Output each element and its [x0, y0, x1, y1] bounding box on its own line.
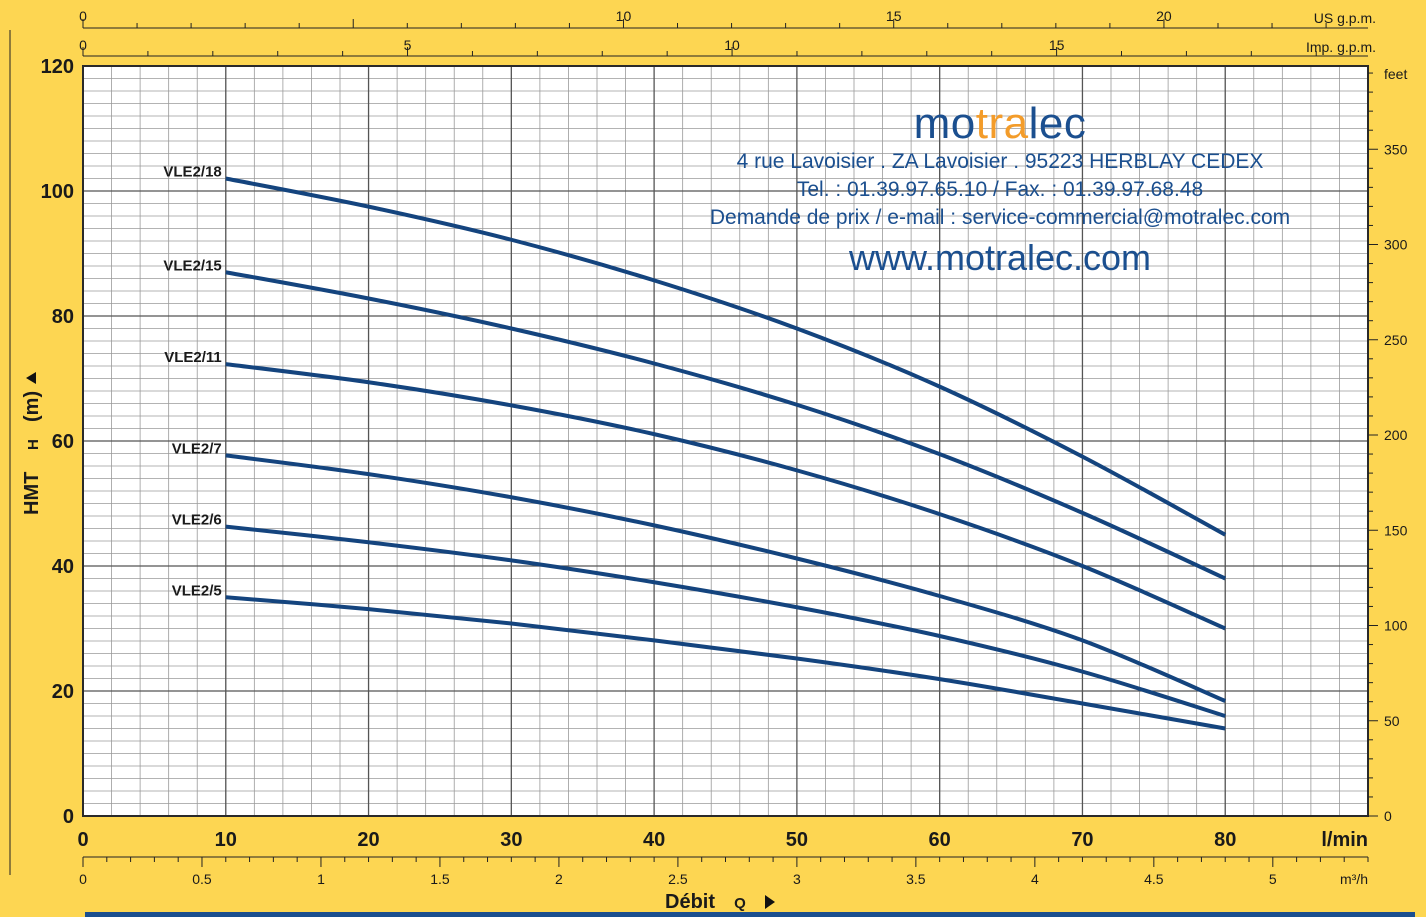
x-tick-label: 70 [1071, 829, 1093, 851]
m3h-tick-label: 0 [79, 871, 87, 887]
curve-vle2-7 [225, 453, 1227, 703]
curve-label: VLE2/5 [172, 582, 222, 599]
feet-tick-label: 150 [1384, 522, 1408, 538]
m3h-axis-label: m³/h [1340, 871, 1368, 887]
y-tick-label: 60 [52, 431, 74, 453]
y-tick-label: 100 [41, 181, 74, 203]
y-tick-label: 40 [52, 556, 74, 578]
brand-email[interactable]: Demande de prix / e-mail : service-comme… [709, 206, 1291, 229]
logo-part-1: mo [913, 99, 976, 148]
x-tick-label: 40 [643, 829, 665, 851]
logo-part-accent: tra [975, 99, 1029, 148]
curve-label: VLE2/6 [172, 512, 222, 529]
imp-gpm-axis-tick-label: 5 [404, 37, 412, 53]
curve-label: VLE2/11 [164, 349, 222, 366]
brand-website-link[interactable]: www.motralec.com [848, 237, 1152, 278]
x-unit-label: l/min [1321, 829, 1368, 851]
us-gpm-axis-tick-label: 15 [886, 8, 902, 24]
x-tick-label: 10 [215, 829, 237, 851]
m3h-tick-label: 4 [1031, 871, 1039, 887]
x-tick-label: 20 [357, 829, 379, 851]
x-axis-title: Débit [665, 891, 715, 913]
imp-gpm-axis-label: Imp. g.p.m. [1306, 39, 1376, 55]
y-axis-arrow-icon [26, 372, 36, 384]
curve-vle2-15 [225, 270, 1227, 581]
y-tick-label: 20 [52, 681, 74, 703]
y-axis-unit: (m) [21, 391, 43, 422]
curve-label: VLE2/18 [163, 164, 221, 181]
x-tick-label: 30 [500, 829, 522, 851]
brand-address: 4 rue Lavoisier . ZA Lavoisier . 95223 H… [736, 150, 1264, 173]
brand-phone: Tel. : 01.39.97.65.10 / Fax. : 01.39.97.… [796, 178, 1204, 201]
feet-tick-label: 100 [1384, 618, 1408, 634]
feet-tick-label: 50 [1384, 713, 1400, 729]
brand-block: motralec 4 rue Lavoisier . ZA Lavoisier … [655, 100, 1345, 280]
y-tick-label: 80 [52, 306, 74, 328]
feet-tick-label: 350 [1384, 141, 1408, 157]
curve-vle2-5 [225, 595, 1226, 731]
m3h-tick-label: 2.5 [668, 871, 688, 887]
logo-part-2: lec [1028, 99, 1087, 148]
feet-tick-label: 0 [1384, 808, 1392, 824]
us-gpm-axis-label: US g.p.m. [1314, 10, 1376, 26]
us-gpm-axis-tick-label: 10 [616, 8, 632, 24]
m3h-tick-label: 1.5 [430, 871, 450, 887]
y-tick-label: 0 [63, 806, 74, 828]
x-tick-label: 50 [786, 829, 808, 851]
x-axis-symbol: Q [734, 895, 746, 912]
y-axis-title: HMT [21, 472, 43, 515]
curve-vle2-11 [225, 362, 1227, 631]
curve-label: VLE2/7 [172, 440, 222, 457]
plot-frame [82, 65, 1369, 817]
curve-vle2-6 [225, 524, 1226, 718]
imp-gpm-axis-tick-label: 0 [79, 37, 87, 53]
us-gpm-axis-tick-label: 20 [1156, 8, 1172, 24]
curve-vle2-18 [225, 176, 1227, 537]
imp-gpm-axis-tick-label: 15 [1049, 37, 1065, 53]
feet-tick-label: 300 [1384, 237, 1408, 253]
curve-label: VLE2/15 [163, 257, 221, 274]
head-axis-feet: 0 50 100 150 200 250 300 350 feet [1368, 66, 1408, 824]
m3h-tick-label: 0.5 [192, 871, 212, 887]
x-axis-arrow-icon [765, 895, 775, 909]
m3h-tick-label: 3 [793, 871, 801, 887]
y-tick-label: 120 [41, 56, 74, 78]
us-gpm-axis-tick-label: 0 [79, 8, 87, 24]
head-axis-meters: 0 20 40 60 80 100 120 [9, 30, 74, 875]
x-tick-label: 80 [1214, 829, 1236, 851]
x-tick-label: 60 [929, 829, 951, 851]
m3h-tick-label: 5 [1269, 871, 1277, 887]
m3h-tick-label: 2 [555, 871, 563, 887]
feet-tick-label: 250 [1384, 332, 1408, 348]
m3h-tick-label: 1 [317, 871, 325, 887]
imp-gpm-axis-tick-label: 10 [724, 37, 740, 53]
top-flow-axes: 0 10 15 20 US g.p.m. 0 5 10 15 Imp. g.p.m. [79, 8, 1376, 57]
pump-curves [225, 176, 1227, 731]
x-tick-label: 0 [77, 829, 88, 851]
m3h-tick-label: 3.5 [906, 871, 926, 887]
bottom-flow-axes: 0 10 20 30 40 50 60 70 80 l/min 0 0.5 1 1.5 2 2.5 3 3.5 4 4… [77, 829, 1415, 917]
m3h-tick-label: 4.5 [1144, 871, 1164, 887]
feet-axis-label: feet [1384, 66, 1407, 82]
curve-labels: VLE2/18 VLE2/15 VLE2/11 VLE2/7 VLE2/6 VLE2/5 [163, 164, 221, 600]
y-axis-symbol: H [25, 439, 42, 450]
brand-logo: motralec [655, 100, 1345, 148]
feet-tick-label: 200 [1384, 427, 1408, 443]
bottom-rule [85, 912, 1415, 917]
